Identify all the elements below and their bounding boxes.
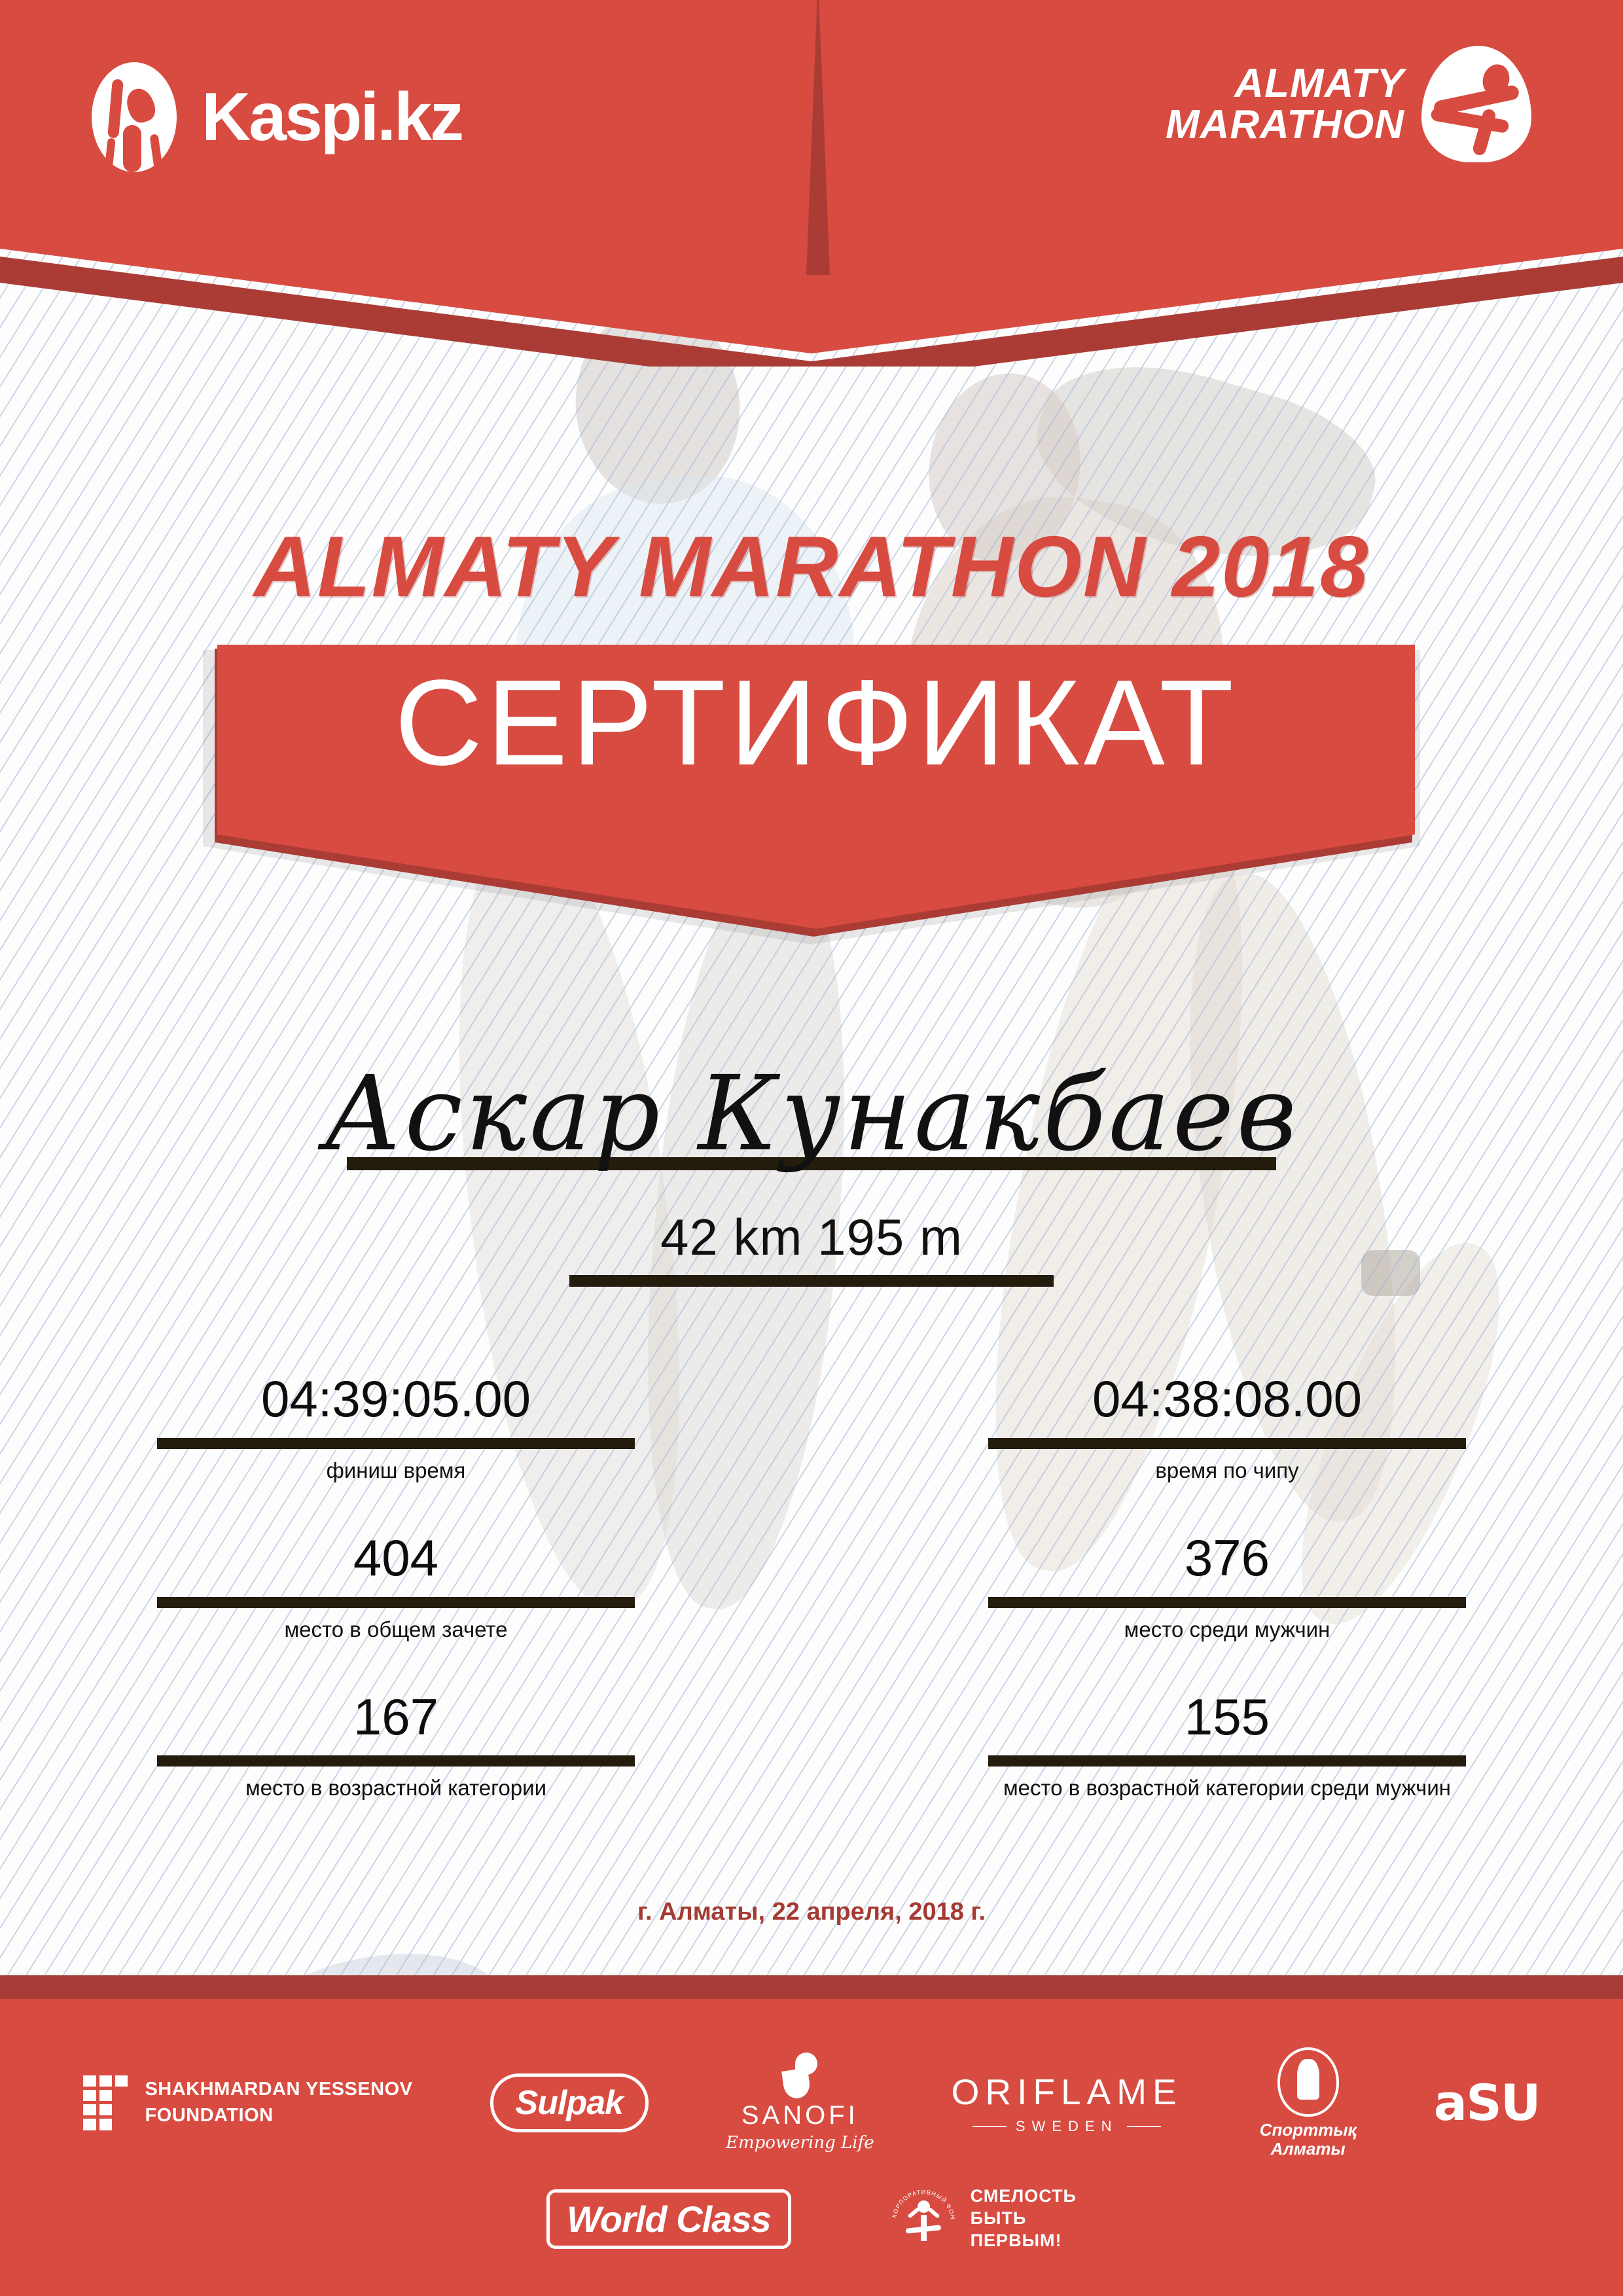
stat-underline: [157, 1437, 635, 1449]
stat-underline: [988, 1437, 1466, 1449]
stat-value: 167: [353, 1687, 439, 1746]
smelost-line1: СМЕЛОСТЬ: [970, 2186, 1077, 2206]
stat-label: место в возрастной категории: [245, 1776, 547, 1801]
smelost-figure-icon: КОРПОРАТИВНЫЙ ФОНД: [889, 2185, 957, 2253]
stat-label: финиш время: [326, 1458, 466, 1482]
sponsor-sport-almaty: Спорттық Алматы: [1260, 2047, 1357, 2158]
asu-wordmark: aSU: [1433, 2073, 1541, 2132]
participant-name: Аскар Кунакбаев: [323, 1054, 1300, 1174]
sponsors-row-1: SHAKHMARDAN YESSENOV FOUNDATION Sulpak S…: [0, 2047, 1623, 2158]
oriflame-dash-left-icon: [972, 2125, 1007, 2127]
stat-value: 404: [353, 1528, 439, 1587]
world-class-wordmark: World Class: [546, 2189, 791, 2249]
stat-label: место в общем зачете: [284, 1617, 508, 1641]
sponsor-sulpak: Sulpak: [490, 2073, 649, 2132]
smelost-line2: БЫТЬ: [970, 2208, 1027, 2229]
sponsor-sanofi: SANOFI Empowering Life: [726, 2053, 874, 2153]
kaspi-wordmark: Kaspi.kz: [202, 79, 464, 155]
sponsors-footer: SHAKHMARDAN YESSENOV FOUNDATION Sulpak S…: [0, 1975, 1623, 2296]
almaty-marathon-line1: ALMATY: [1234, 60, 1404, 106]
sport-almaty-wordmark: Спорттық Алматы: [1260, 2121, 1357, 2158]
footer-top-divider: [0, 1975, 1623, 1999]
sponsor-world-class: World Class: [546, 2189, 791, 2249]
stat-label: место среди мужчин: [1124, 1617, 1330, 1641]
stat-label: место в возрастной категории среди мужчи…: [1003, 1776, 1452, 1801]
participant-name-block: Аскар Кунакбаев: [0, 1060, 1623, 1170]
stat-age-category-men-place: 155 место в возрастной категории среди м…: [988, 1689, 1466, 1801]
sanofi-icon: [781, 2053, 819, 2100]
stat-finish-time: 04:39:05.00 финиш время: [157, 1371, 635, 1483]
sanofi-wordmark: SANOFI: [741, 2101, 859, 2130]
kaspi-logo-icon: [92, 62, 177, 173]
stats-row: 04:39:05.00 финиш время 04:38:08.00 врем…: [0, 1371, 1623, 1483]
stats-row: 167 место в возрастной категории 155 мес…: [0, 1689, 1623, 1801]
stat-value: 04:38:08.00: [1092, 1370, 1363, 1427]
sanofi-tagline: Empowering Life: [726, 2133, 874, 2153]
sport-almaty-line1: Спорттық: [1259, 2120, 1357, 2140]
certificate-banner: СЕРТИФИКАТ: [203, 645, 1420, 944]
sponsor-asu: aSU: [1433, 2073, 1541, 2132]
stat-men-place: 376 место среди мужчин: [988, 1530, 1466, 1642]
kaspi-logo: Kaspi.kz: [92, 62, 464, 173]
sponsor-yessenov-foundation: SHAKHMARDAN YESSENOV FOUNDATION: [83, 2075, 412, 2130]
yessenov-wordmark: SHAKHMARDAN YESSENOV FOUNDATION: [145, 2077, 412, 2128]
stats-grid: 04:39:05.00 финиш время 04:38:08.00 врем…: [0, 1371, 1623, 1848]
oriflame-tagline: SWEDEN: [1015, 2117, 1118, 2134]
sport-almaty-crest-icon: [1277, 2047, 1339, 2117]
header-band: Kaspi.kz ALMATY MARATHON: [0, 0, 1623, 367]
participant-name-underline: [347, 1157, 1276, 1170]
certificate-banner-label: СЕРТИФИКАТ: [395, 655, 1238, 791]
stat-underline: [157, 1596, 635, 1608]
sport-almaty-line2: Алматы: [1270, 2138, 1346, 2159]
sponsor-smelost-byt-pervym: КОРПОРАТИВНЫЙ ФОНД СМЕЛОСТЬ БЫТЬ ПЕРВЫМ!: [889, 2185, 1077, 2253]
yessenov-line2: FOUNDATION: [145, 2104, 274, 2126]
oriflame-tagline-row: SWEDEN: [972, 2118, 1162, 2135]
stat-value: 376: [1184, 1528, 1270, 1587]
sulpak-wordmark: Sulpak: [490, 2073, 649, 2132]
event-title: ALMATY MARATHON 2018: [253, 518, 1370, 615]
stat-underline: [988, 1755, 1466, 1767]
sponsor-oriflame: ORIFLAME SWEDEN: [952, 2071, 1183, 2135]
stat-value: 04:39:05.00: [260, 1370, 531, 1427]
oriflame-wordmark: ORIFLAME: [951, 2071, 1183, 2112]
distance-block: 42 km 195 m: [0, 1208, 1623, 1287]
almaty-marathon-logo: ALMATY MARATHON: [1166, 46, 1531, 162]
almaty-marathon-runner-icon: [1421, 46, 1531, 162]
place-and-date: г. Алматы, 22 апреля, 2018 г.: [637, 1898, 986, 1926]
stat-underline: [157, 1755, 635, 1767]
yessenov-line1: SHAKHMARDAN YESSENOV: [145, 2079, 413, 2100]
stat-overall-place: 404 место в общем зачете: [157, 1530, 635, 1642]
stats-row: 404 место в общем зачете 376 место среди…: [0, 1530, 1623, 1642]
stat-value: 155: [1184, 1687, 1270, 1746]
distance-underline: [569, 1275, 1054, 1287]
stat-label: время по чипу: [1155, 1458, 1299, 1482]
sponsors-row-2: World Class КОРПОРАТИВНЫЙ ФОНД: [0, 2185, 1623, 2253]
stat-chip-time: 04:38:08.00 время по чипу: [988, 1371, 1466, 1483]
distance-value: 42 km 195 m: [660, 1208, 963, 1266]
smelost-wordmark: СМЕЛОСТЬ БЫТЬ ПЕРВЫМ!: [971, 2185, 1077, 2251]
almaty-marathon-line2: MARATHON: [1165, 102, 1404, 147]
smelost-line3: ПЕРВЫМ!: [970, 2230, 1062, 2250]
yessenov-bars-icon: [83, 2075, 128, 2130]
oriflame-dash-right-icon: [1127, 2125, 1162, 2127]
stat-age-category-place: 167 место в возрастной категории: [157, 1689, 635, 1801]
stat-underline: [988, 1596, 1466, 1608]
almaty-marathon-wordmark: ALMATY MARATHON: [1165, 60, 1404, 147]
